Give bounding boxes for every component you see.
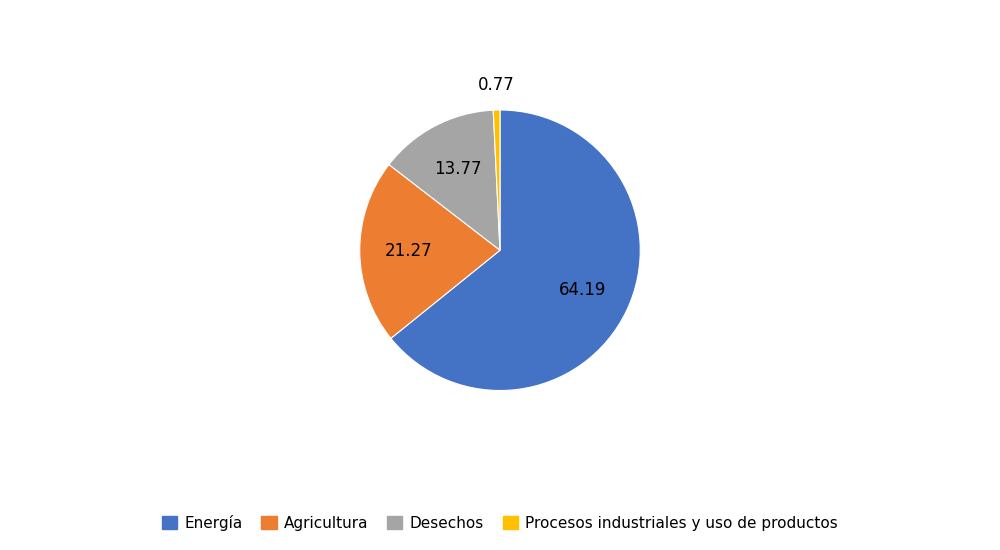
Wedge shape [493,110,500,250]
Text: 0.77: 0.77 [478,76,514,94]
Wedge shape [391,110,640,390]
Text: 13.77: 13.77 [434,161,482,178]
Legend: Energía, Agricultura, Desechos, Procesos industriales y uso de productos: Energía, Agricultura, Desechos, Procesos… [156,509,844,537]
Wedge shape [360,164,500,338]
Text: 64.19: 64.19 [559,280,606,299]
Text: 21.27: 21.27 [385,242,433,260]
Wedge shape [389,110,500,250]
